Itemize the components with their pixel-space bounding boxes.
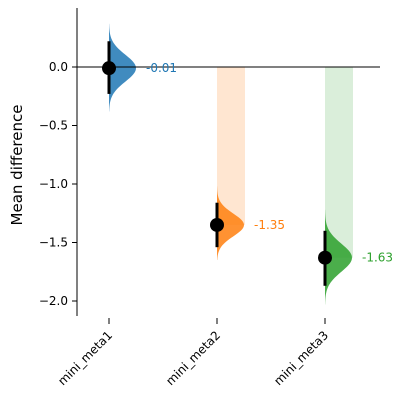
x-tick-label-mini_meta3: mini_meta3 [271,328,331,388]
data-label-mini_meta1: -0.01 [146,61,177,75]
y-axis: 0.0 −0.5 −1.0 −1.5 −2.0 [39,8,78,316]
data-label-mini_meta3: -1.63 [362,251,393,265]
shaded-bands [217,67,353,258]
mean-points [102,61,332,265]
y-tick-label: 0.0 [49,60,68,74]
y-axis-label: Mean difference [8,105,26,226]
mean-point-mini_meta2 [210,217,224,232]
y-tick-label: −0.5 [39,119,68,133]
distribution-mini_meta1 [109,23,136,112]
data-labels: -0.01 -1.35 -1.63 [146,61,393,265]
distribution-mini_meta3 [325,209,352,305]
distribution-curves [109,23,352,305]
mean-point-mini_meta1 [102,61,116,76]
x-tick-label-mini_meta1: mini_meta1 [55,328,115,388]
data-label-mini_meta2: -1.35 [254,218,285,232]
y-tick-label: −2.0 [39,294,68,308]
distribution-mini_meta2 [217,186,244,261]
x-axis: mini_meta1 mini_meta2 mini_meta3 [55,318,331,388]
band-mini_meta2 [217,67,245,225]
mean-point-mini_meta3 [318,250,332,265]
x-tick-label-mini_meta2: mini_meta2 [163,328,223,388]
y-tick-label: −1.5 [39,236,68,250]
band-mini_meta3 [325,67,353,258]
y-tick-label: −1.0 [39,177,68,191]
